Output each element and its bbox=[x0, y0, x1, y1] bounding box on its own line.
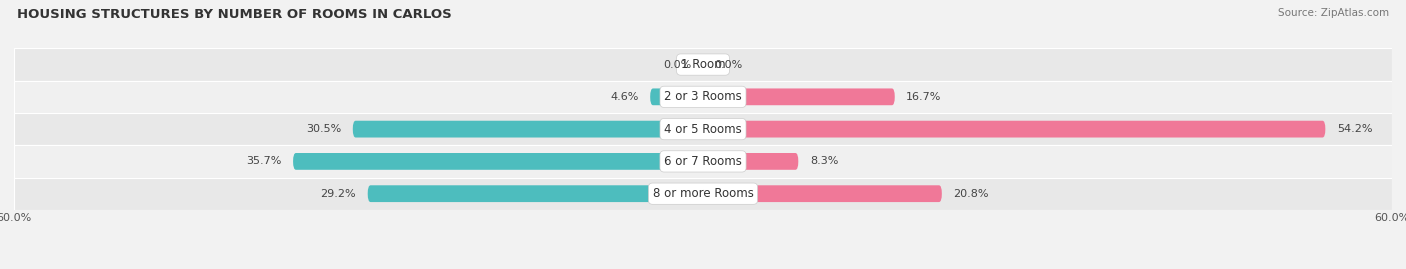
FancyBboxPatch shape bbox=[292, 153, 703, 170]
Text: 16.7%: 16.7% bbox=[907, 92, 942, 102]
FancyBboxPatch shape bbox=[650, 89, 703, 105]
Text: 20.8%: 20.8% bbox=[953, 189, 988, 199]
Text: 4.6%: 4.6% bbox=[610, 92, 638, 102]
Text: Source: ZipAtlas.com: Source: ZipAtlas.com bbox=[1278, 8, 1389, 18]
FancyBboxPatch shape bbox=[703, 153, 799, 170]
Text: 0.0%: 0.0% bbox=[714, 59, 742, 70]
Bar bbox=[14, 48, 1392, 81]
Text: 29.2%: 29.2% bbox=[321, 189, 356, 199]
Text: 4 or 5 Rooms: 4 or 5 Rooms bbox=[664, 123, 742, 136]
FancyBboxPatch shape bbox=[703, 121, 1326, 137]
Text: 54.2%: 54.2% bbox=[1337, 124, 1372, 134]
FancyBboxPatch shape bbox=[368, 185, 703, 202]
FancyBboxPatch shape bbox=[353, 121, 703, 137]
Text: HOUSING STRUCTURES BY NUMBER OF ROOMS IN CARLOS: HOUSING STRUCTURES BY NUMBER OF ROOMS IN… bbox=[17, 8, 451, 21]
FancyBboxPatch shape bbox=[703, 89, 894, 105]
Bar bbox=[14, 81, 1392, 113]
Bar bbox=[14, 178, 1392, 210]
Text: 0.0%: 0.0% bbox=[664, 59, 692, 70]
Bar bbox=[14, 145, 1392, 178]
Text: 8.3%: 8.3% bbox=[810, 156, 838, 167]
Text: 30.5%: 30.5% bbox=[307, 124, 342, 134]
Text: 6 or 7 Rooms: 6 or 7 Rooms bbox=[664, 155, 742, 168]
Text: 35.7%: 35.7% bbox=[246, 156, 281, 167]
Text: 8 or more Rooms: 8 or more Rooms bbox=[652, 187, 754, 200]
Bar bbox=[14, 113, 1392, 145]
Text: 1 Room: 1 Room bbox=[681, 58, 725, 71]
Text: 2 or 3 Rooms: 2 or 3 Rooms bbox=[664, 90, 742, 103]
FancyBboxPatch shape bbox=[703, 185, 942, 202]
